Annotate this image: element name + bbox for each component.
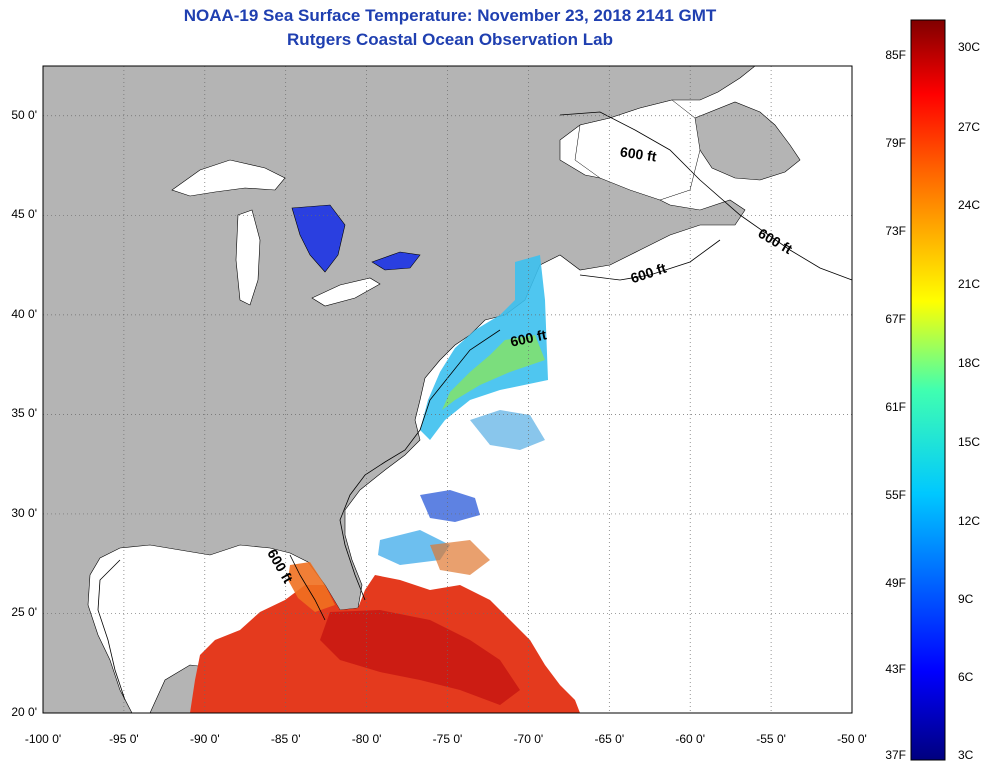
map-title: NOAA-19 Sea Surface Temperature: Novembe… xyxy=(183,6,717,25)
sst-scatter-cloud-2 xyxy=(378,530,450,565)
longitude-tick-label: -60 0' xyxy=(675,732,706,746)
colorbar xyxy=(910,19,946,761)
sst-scatter-cloud-3 xyxy=(470,410,545,450)
longitude-tick-label: -95 0' xyxy=(109,732,139,746)
longitude-tick-label: -50 0' xyxy=(837,732,867,746)
latitude-tick-label: 35 0' xyxy=(11,406,37,421)
map-subtitle: Rutgers Coastal Ocean Observation Lab xyxy=(287,30,613,49)
latitude-tick-label: 30 0' xyxy=(11,505,37,520)
colorbar-c-label: 27C xyxy=(958,120,981,134)
sst-midatlantic-green xyxy=(442,335,545,410)
colorbar-f-label: 49F xyxy=(885,576,906,590)
lake-ontario xyxy=(371,251,421,271)
sst-gulf-deep-red xyxy=(320,610,520,705)
colorbar-f-label: 67F xyxy=(885,312,906,326)
longitude-tick-label: -100 0' xyxy=(24,732,62,746)
colorbar-c-label: 3C xyxy=(958,748,974,762)
longitude-tick-label: -75 0' xyxy=(432,732,463,746)
lake-huron xyxy=(291,204,346,273)
colorbar-c-label: 21C xyxy=(958,277,981,291)
latitude-tick-label: 40 0' xyxy=(11,306,37,321)
latitude-tick-label: 20 0' xyxy=(11,705,37,719)
colorbar-c-label: 18C xyxy=(958,356,981,370)
latitude-tick-label: 50 0' xyxy=(11,107,37,122)
colorbar-f-label: 55F xyxy=(885,488,906,502)
lake-erie xyxy=(311,277,381,307)
colorbar-c-label: 24C xyxy=(958,198,981,212)
colorbar-c-label: 15C xyxy=(958,435,981,449)
isobath-600ft-lines xyxy=(97,111,853,701)
lake-michigan xyxy=(235,209,261,306)
colorbar-c-label: 12C xyxy=(958,514,981,528)
latitude-tick-label: 45 0' xyxy=(11,207,37,222)
lake-superior xyxy=(171,159,286,197)
colorbar-f-label: 61F xyxy=(885,400,906,414)
longitude-tick-label: -85 0' xyxy=(270,732,301,746)
longitude-tick-label: -70 0' xyxy=(513,732,544,746)
colorbar-f-label: 37F xyxy=(885,748,906,762)
map-frame xyxy=(42,65,853,714)
colorbar-f-label: 79F xyxy=(885,136,906,150)
land-newfoundland xyxy=(689,101,801,181)
longitude-tick-label: -80 0' xyxy=(351,732,382,746)
sst-scatter-cloud-4 xyxy=(430,540,490,575)
colorbar-f-label: 73F xyxy=(885,224,906,238)
colorbar-c-label: 6C xyxy=(958,670,974,684)
gulf-st-lawrence xyxy=(574,99,701,201)
longitude-tick-label: -55 0' xyxy=(756,732,786,746)
map-body xyxy=(43,66,852,713)
colorbar-f-label: 85F xyxy=(885,48,906,62)
land-north-america xyxy=(43,66,756,713)
colorbar-c-label: 9C xyxy=(958,592,974,606)
longitude-tick-label: -65 0' xyxy=(594,732,625,746)
longitude-tick-label: -90 0' xyxy=(189,732,220,746)
colorbar-f-label: 43F xyxy=(885,662,906,676)
latitude-tick-label: 25 0' xyxy=(11,605,37,620)
colorbar-c-label: 30C xyxy=(958,40,981,54)
